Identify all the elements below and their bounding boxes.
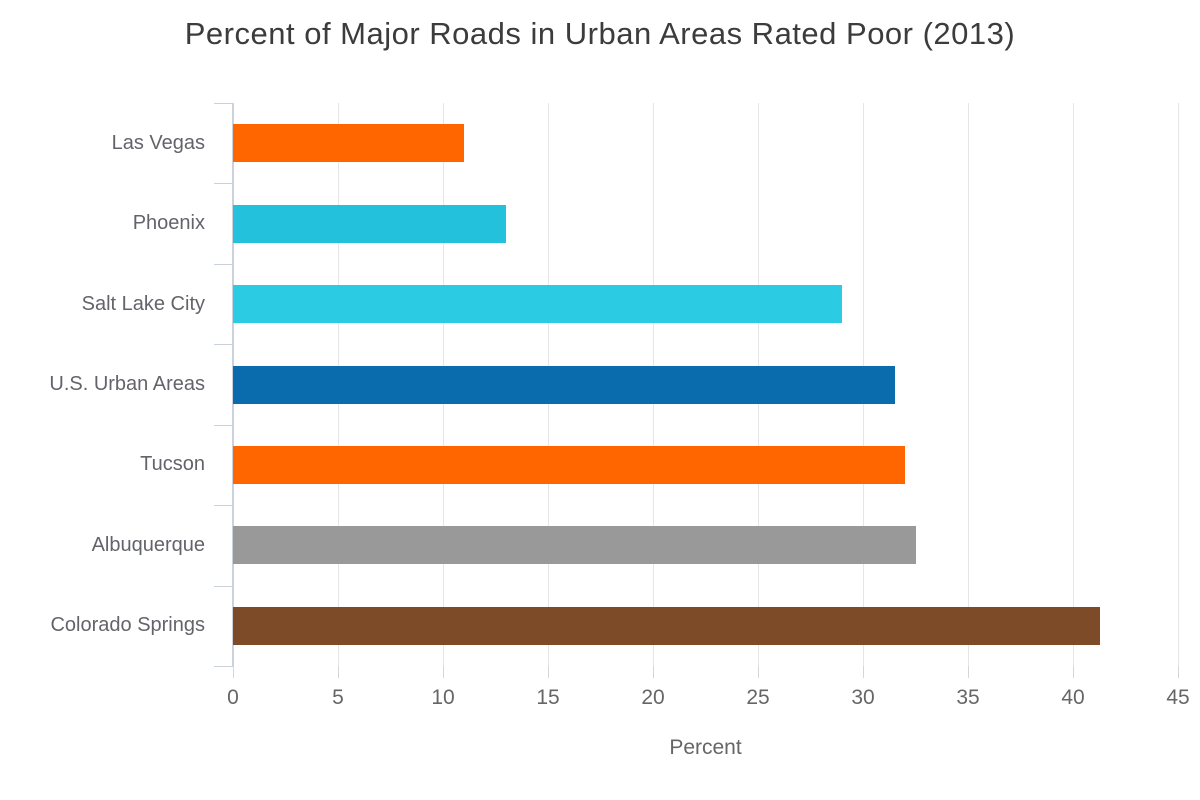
y-axis-tick (214, 103, 233, 104)
x-tick-label-15: 15 (536, 686, 560, 709)
x-tick-label-40: 40 (1061, 686, 1085, 709)
bar-las-vegas (233, 124, 464, 163)
category-label-las-vegas: Las Vegas (111, 131, 205, 154)
y-axis-tick (214, 344, 233, 346)
category-label-albuquerque: Albuquerque (91, 533, 205, 556)
gridline-x-40 (1072, 103, 1074, 666)
x-axis-tick (757, 666, 759, 678)
y-axis-tick (214, 505, 233, 507)
category-label-tucson: Tucson (140, 453, 205, 476)
y-axis-category-labels: Las Vegas Phoenix Salt Lake City U.S. Urban… (0, 103, 205, 666)
x-tick-label-35: 35 (956, 686, 980, 709)
bar-albuquerque (233, 526, 916, 565)
x-axis-tick (547, 666, 549, 678)
x-tick-label-5: 5 (332, 686, 344, 709)
y-axis-tick (214, 183, 233, 185)
x-axis-tick (442, 666, 444, 678)
bar-phoenix (233, 204, 506, 243)
x-tick-label-0: 0 (227, 686, 239, 709)
bar-colorado-springs (233, 606, 1101, 645)
plot-area (214, 103, 1179, 678)
chart-title: Percent of Major Roads in Urban Areas Ra… (184, 16, 1016, 51)
gridline-x-45 (1177, 103, 1179, 666)
x-axis-tick (652, 666, 654, 678)
category-label-colorado-springs: Colorado Springs (50, 614, 205, 637)
x-tick-label-45: 45 (1166, 686, 1190, 709)
gridline-x-35 (967, 103, 969, 666)
x-axis-tick (967, 666, 969, 678)
x-axis-tick-labels: 0 5 10 15 20 25 30 35 40 45 (0, 686, 1200, 716)
category-label-phoenix: Phoenix (132, 212, 205, 235)
bar-tucson (233, 445, 905, 484)
x-axis-tick (862, 666, 864, 678)
bar-u-s-urban-areas (233, 365, 895, 404)
x-axis-tick (1177, 666, 1179, 678)
y-axis-tick (214, 263, 233, 265)
x-tick-label-25: 25 (746, 686, 770, 709)
x-axis-title: Percent (669, 736, 742, 759)
x-tick-label-20: 20 (641, 686, 665, 709)
x-axis-tick (1072, 666, 1074, 678)
bar-salt-lake-city (233, 285, 842, 324)
category-label-salt-lake-city: Salt Lake City (81, 292, 205, 315)
x-axis-tick (232, 666, 234, 678)
x-tick-label-10: 10 (431, 686, 455, 709)
x-axis-tick (337, 666, 339, 678)
x-tick-label-30: 30 (851, 686, 875, 709)
y-axis-tick (214, 585, 233, 587)
category-label-u-s-urban-areas: U.S. Urban Areas (49, 372, 205, 395)
y-axis-tick (214, 666, 233, 667)
y-axis-tick (214, 424, 233, 426)
